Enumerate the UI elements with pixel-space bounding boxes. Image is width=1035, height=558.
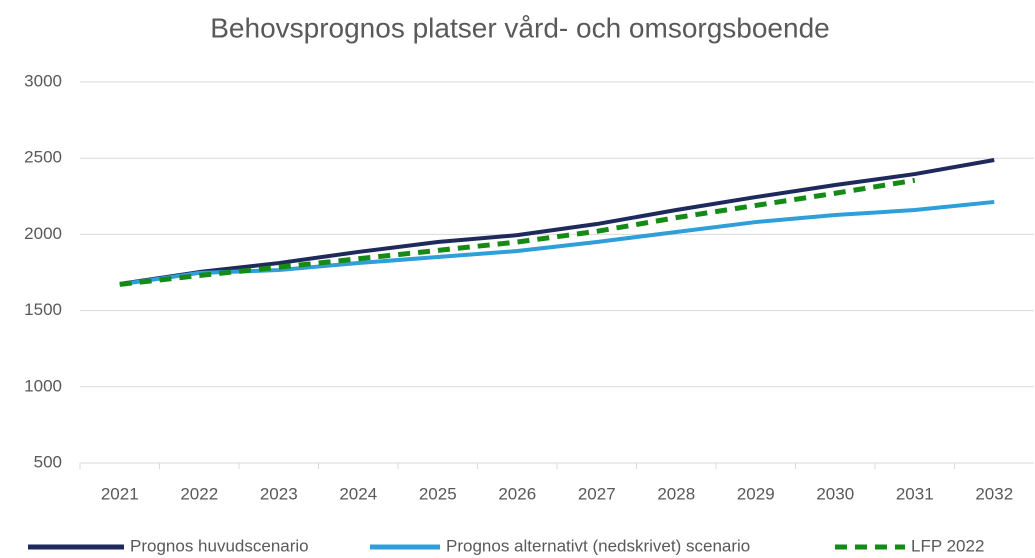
y-tick-label: 500 <box>34 452 62 471</box>
x-tick-label: 2027 <box>578 484 616 503</box>
y-tick-label: 2500 <box>24 148 62 167</box>
y-tick-label: 2000 <box>24 224 62 243</box>
y-tick-label: 3000 <box>24 71 62 90</box>
x-tick-label: 2028 <box>657 484 695 503</box>
y-tick-label: 1500 <box>24 300 62 319</box>
legend-label: Prognos alternativt (nedskrivet) scenari… <box>446 536 750 555</box>
x-tick-label: 2024 <box>339 484 377 503</box>
x-tick-label: 2029 <box>737 484 775 503</box>
x-tick-label: 2021 <box>101 484 139 503</box>
series-line <box>119 158 995 286</box>
x-tick-label: 2022 <box>180 484 218 503</box>
x-tick-label: 2031 <box>896 484 934 503</box>
legend-label: LFP 2022 <box>911 536 984 555</box>
x-tick-label: 2026 <box>498 484 536 503</box>
x-tick-label: 2032 <box>975 484 1013 503</box>
x-tick-label: 2023 <box>260 484 298 503</box>
chart-title: Behovsprognos platser vård- och omsorgsb… <box>210 12 829 43</box>
x-tick-label: 2025 <box>419 484 457 503</box>
x-tick-label: 2030 <box>816 484 854 503</box>
series-line <box>119 177 916 287</box>
y-tick-label: 1000 <box>24 376 62 395</box>
legend-label: Prognos huvudscenario <box>130 536 309 555</box>
